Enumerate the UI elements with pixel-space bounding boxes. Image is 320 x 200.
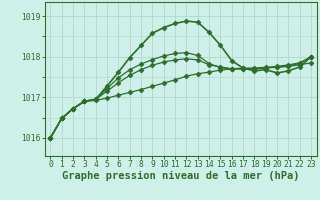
X-axis label: Graphe pression niveau de la mer (hPa): Graphe pression niveau de la mer (hPa) (62, 171, 300, 181)
